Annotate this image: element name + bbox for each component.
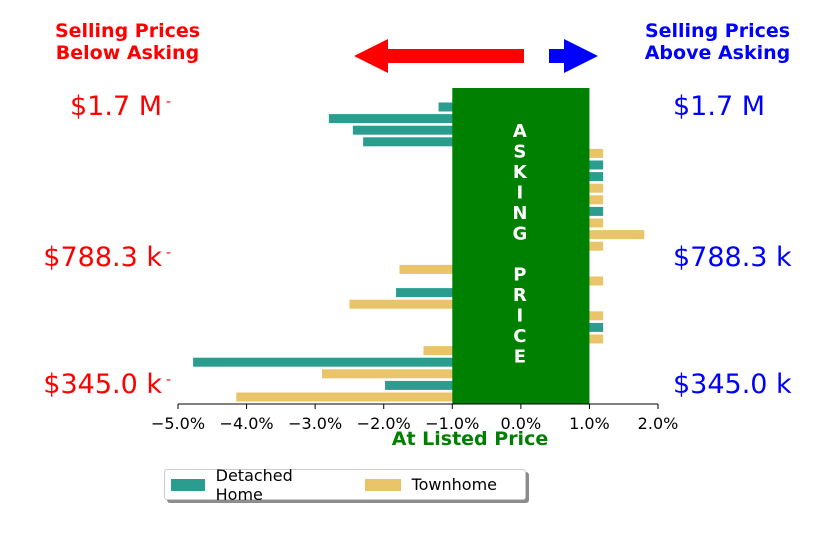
asking-letter-0: A xyxy=(513,121,527,142)
legend: Detached Home Townhome xyxy=(164,466,526,504)
asking-letter-8: R xyxy=(513,285,527,306)
price-tick-dash-2: - xyxy=(166,372,172,389)
above-asking-header: Selling Prices Above Asking xyxy=(644,20,791,64)
price-label-right-1: $788.3 k xyxy=(673,241,792,273)
x-tick-label-7: 2.0% xyxy=(638,414,679,433)
asking-letter-9: I xyxy=(517,306,524,327)
legend-label-townhome: Townhome xyxy=(411,475,497,494)
asking-letter-3: I xyxy=(517,183,524,204)
asking-letter-5: G xyxy=(512,224,527,245)
price-tick-dash-1: - xyxy=(166,244,172,261)
x-axis-label: At Listed Price xyxy=(392,428,548,450)
legend-label-detached: Detached Home xyxy=(215,465,293,504)
legend-swatch-townhome xyxy=(364,478,401,491)
asking-letter-10: C xyxy=(513,326,526,347)
below-asking-header: Selling Prices Below Asking xyxy=(54,20,201,64)
x-tick-label-0: −5.0% xyxy=(151,414,205,433)
x-axis: −5.0% −4.0% −3.0% −2.0% −1.0% 0.0% 1.0% 2.0% At … xyxy=(151,403,679,450)
bar-detached-row-2 xyxy=(352,125,521,135)
asking-letter-7: P xyxy=(513,265,526,286)
price-label-left-0: $1.7 M xyxy=(70,91,162,122)
x-tick-label-6: 1.0% xyxy=(569,414,610,433)
price-label-right-0: $1.7 M xyxy=(673,91,765,122)
price-label-left-2: $345.0 k xyxy=(43,369,162,401)
x-tick-label-1: −4.0% xyxy=(220,414,274,433)
asking-letter-11: E xyxy=(514,347,526,368)
asking-letter-1: S xyxy=(513,142,526,163)
legend-item-detached: Detached Home xyxy=(171,466,337,504)
x-tick-label-2: −3.0% xyxy=(288,414,342,433)
bar-detached-row-1 xyxy=(328,114,521,124)
left-arrow xyxy=(354,39,524,73)
right-arrow xyxy=(549,39,598,73)
x-tick-label-4: −1.0% xyxy=(425,414,479,433)
bar-detached-row-22 xyxy=(193,357,521,367)
asking-letter-2: K xyxy=(513,162,528,183)
price-label-left-1: $788.3 k xyxy=(43,241,162,273)
x-tick-label-5: 0.0% xyxy=(501,414,542,433)
bar-townhome-row-25 xyxy=(236,392,521,402)
x-tick-label-3: −2.0% xyxy=(357,414,411,433)
legend-item-townhome: Townhome xyxy=(364,475,497,494)
asking-letter-4: N xyxy=(512,203,527,224)
price-label-right-2: $345.0 k xyxy=(673,369,792,401)
legend-swatch-detached xyxy=(171,478,205,491)
bar-detached-row-3 xyxy=(363,137,521,147)
price-tick-dash-0: - xyxy=(166,94,172,110)
arrows xyxy=(354,39,598,73)
bar-townhome-row-17 xyxy=(349,299,521,309)
asking-box xyxy=(452,88,590,404)
bar-townhome-row-23 xyxy=(322,369,521,379)
